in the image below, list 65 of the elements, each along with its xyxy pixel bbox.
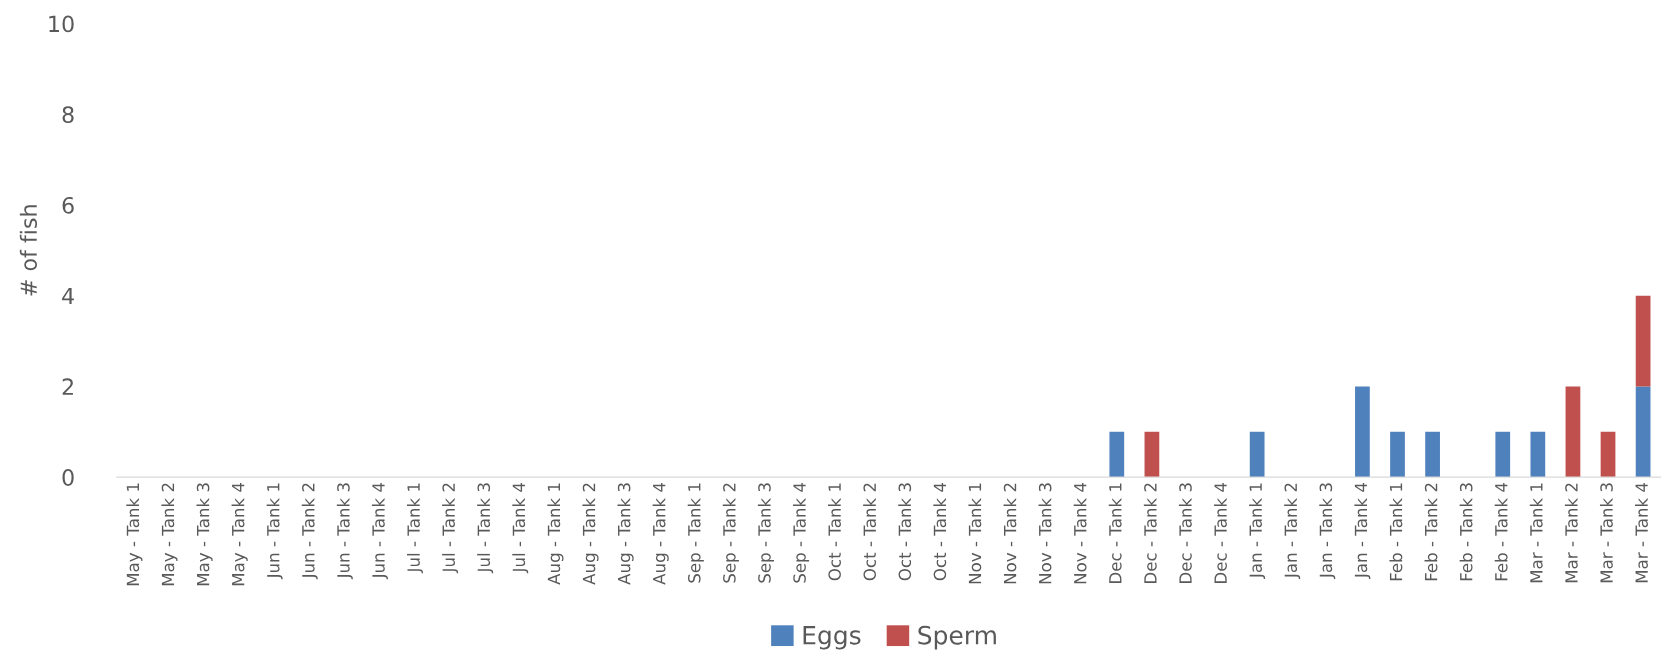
x-tick-label: Jul - Tank 4 (512, 482, 529, 574)
x-tick-label: Nov - Tank 4 (1073, 482, 1087, 584)
bar (1495, 431, 1511, 478)
bar (1144, 431, 1160, 478)
x-tick-label: Jul - Tank 3 (477, 483, 494, 574)
x-tick-label: Aug - Tank 2 (582, 483, 599, 585)
bar (1565, 386, 1581, 478)
x-tick-label: Sep - Tank 2 (722, 483, 739, 583)
y-tick-label: 6 (62, 196, 74, 214)
bar (1600, 431, 1616, 478)
bar (1249, 431, 1265, 478)
x-tick-label: Feb - Tank 4 (1494, 482, 1508, 581)
x-tick-label: Mar - Tank 3 (1599, 483, 1613, 583)
x-tick-label: Feb - Tank 1 (1389, 483, 1403, 581)
x-tick-label: Sep - Tank 1 (687, 483, 704, 583)
x-tick-label: Aug - Tank 3 (617, 483, 634, 585)
x-tick-label: Aug - Tank 1 (547, 483, 564, 585)
x-tick-label: May - Tank 4 (231, 482, 248, 586)
legend-label: Sperm (918, 625, 996, 650)
x-tick-label: Oct - Tank 1 (828, 483, 841, 581)
x-tick-label: Jan - Tank 4 (1354, 482, 1371, 579)
x-tick-label: Jun - Tank 4 (371, 482, 388, 580)
y-tick-label: 10 (49, 15, 74, 33)
y-axis-title: # of fish (19, 205, 38, 296)
x-tick-label: May - Tank 1 (126, 483, 143, 586)
y-tick-label: 8 (62, 106, 74, 123)
bar (1390, 431, 1405, 478)
x-tick-label: May - Tank 3 (196, 483, 213, 586)
x-tick-label: Dec - Tank 2 (1143, 483, 1157, 583)
x-tick-label: Feb - Tank 3 (1459, 483, 1473, 581)
bar (1530, 431, 1546, 478)
x-tick-label: Dec - Tank 4 (1214, 482, 1227, 583)
x-tick-label: May - Tank 2 (161, 483, 178, 586)
x-tick-label: Oct - Tank 3 (898, 483, 912, 581)
legend-label: Eggs (803, 626, 861, 650)
x-tick-label: Jan - Tank 2 (1284, 483, 1301, 579)
x-tick-label: Jun - Tank 3 (336, 483, 353, 580)
x-tick-label: Jan - Tank 3 (1319, 483, 1336, 579)
y-tick-label: 2 (62, 378, 73, 395)
x-tick-label: Oct - Tank 2 (863, 483, 877, 581)
x-tick-label: Jul - Tank 2 (442, 483, 459, 574)
x-tick-label: Jan - Tank 1 (1249, 483, 1266, 579)
bar (1425, 431, 1440, 478)
x-tick-label: Jul - Tank 1 (407, 483, 423, 574)
x-tick-label: Nov - Tank 2 (1003, 483, 1017, 584)
x-tick-label: Nov - Tank 1 (968, 483, 982, 584)
x-tick-label: Sep - Tank 4 (792, 482, 810, 583)
x-tick-label: Feb - Tank 2 (1424, 483, 1438, 581)
bar (1355, 386, 1370, 478)
bar (1635, 386, 1651, 478)
bar (1635, 295, 1651, 387)
x-tick-label: Mar - Tank 4 (1635, 482, 1648, 583)
x-tick-label: Aug - Tank 4 (652, 482, 669, 585)
x-tick-label: Mar - Tank 2 (1564, 483, 1578, 583)
bar (1109, 431, 1125, 478)
x-tick-label: Dec - Tank 1 (1108, 483, 1122, 583)
y-tick-label: 0 (62, 469, 74, 486)
x-tick-label: Mar - Tank 1 (1529, 483, 1543, 583)
x-tick-label: Sep - Tank 3 (757, 483, 774, 583)
x-tick-label: Nov - Tank 3 (1038, 483, 1052, 584)
x-tick-label: Oct - Tank 4 (933, 482, 947, 581)
x-tick-label: Jun - Tank 1 (266, 483, 283, 580)
y-tick-label: 4 (62, 287, 74, 305)
x-tick-label: Jun - Tank 2 (301, 483, 318, 580)
x-tick-label: Dec - Tank 3 (1178, 483, 1192, 583)
